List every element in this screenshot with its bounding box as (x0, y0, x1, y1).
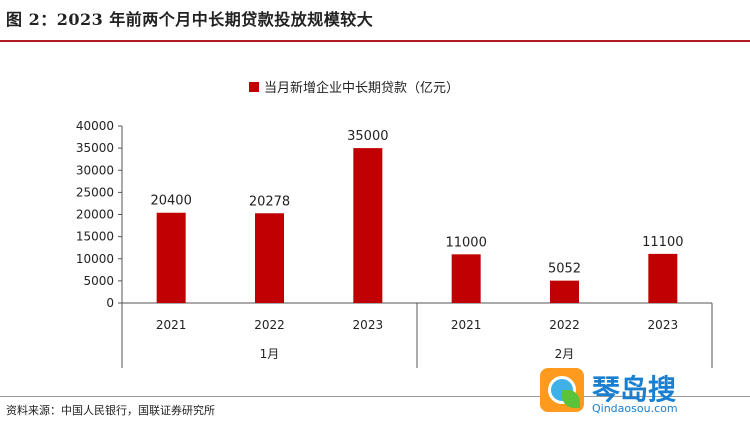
group-label: 1月 (260, 347, 280, 361)
title-divider (0, 40, 750, 42)
data-label: 20278 (249, 194, 290, 209)
watermark-logo-icon (540, 368, 584, 412)
group-label: 2月 (555, 347, 575, 361)
watermark: 琴岛搜 Qindaosou.com (540, 368, 740, 418)
data-label: 20400 (150, 194, 191, 209)
y-tick-label: 5000 (83, 274, 114, 288)
data-label: 11000 (445, 235, 486, 250)
bar (648, 253, 678, 303)
chart-title: 图 2：2023 年前两个月中长期贷款投放规模较大 (6, 10, 374, 29)
x-tick-label: 2023 (353, 318, 384, 332)
legend-swatch (249, 82, 259, 92)
data-label: 11100 (642, 235, 683, 250)
watermark-url: Qindaosou.com (592, 402, 678, 415)
bar (156, 212, 186, 303)
watermark-name: 琴岛搜 (592, 373, 677, 406)
y-tick-label: 25000 (76, 185, 114, 199)
bar (353, 148, 383, 303)
x-tick-label: 2023 (648, 318, 679, 332)
y-tick-label: 0 (106, 296, 114, 310)
data-label: 35000 (347, 129, 388, 144)
footer-divider (0, 396, 750, 397)
x-tick-label: 2022 (254, 318, 285, 332)
y-tick-label: 10000 (76, 252, 114, 266)
x-tick-label: 2021 (156, 318, 187, 332)
y-tick-label: 30000 (76, 163, 114, 177)
y-tick-label: 20000 (76, 208, 114, 222)
legend-label: 当月新增企业中长期贷款（亿元） (264, 80, 459, 96)
y-tick-label: 35000 (76, 141, 114, 155)
x-tick-label: 2021 (451, 318, 482, 332)
x-tick-label: 2022 (549, 318, 580, 332)
bar (255, 213, 284, 303)
bar-chart: 当月新增企业中长期贷款（亿元） 0 5000 10000 15000 20000 25000… (76, 80, 713, 368)
bar (550, 280, 579, 303)
bar (451, 254, 481, 303)
y-tick-label: 15000 (76, 230, 114, 244)
data-label: 5052 (548, 262, 581, 277)
y-tick-label: 40000 (76, 119, 114, 133)
source-note: 资料来源：中国人民银行，国联证券研究所 (6, 404, 215, 417)
